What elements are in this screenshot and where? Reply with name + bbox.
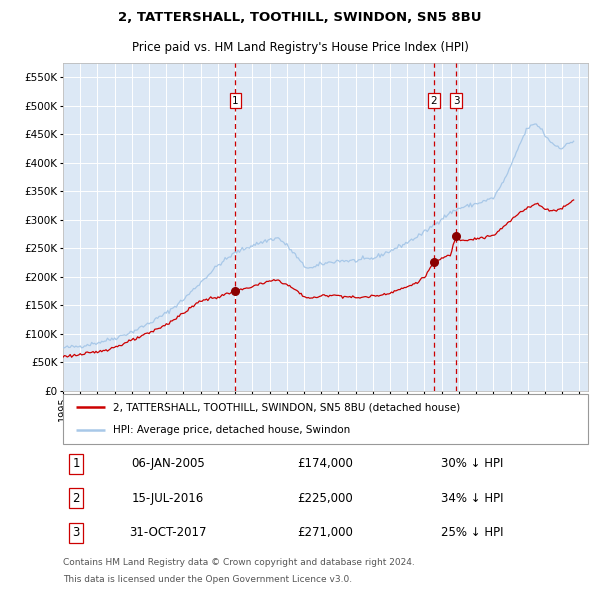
Text: 25% ↓ HPI: 25% ↓ HPI — [441, 526, 504, 539]
Text: 2, TATTERSHALL, TOOTHILL, SWINDON, SN5 8BU (detached house): 2, TATTERSHALL, TOOTHILL, SWINDON, SN5 8… — [113, 402, 460, 412]
Text: 06-JAN-2005: 06-JAN-2005 — [131, 457, 205, 470]
Text: Contains HM Land Registry data © Crown copyright and database right 2024.: Contains HM Land Registry data © Crown c… — [63, 558, 415, 567]
Text: 31-OCT-2017: 31-OCT-2017 — [129, 526, 207, 539]
Text: 1: 1 — [232, 96, 239, 106]
Text: 2, TATTERSHALL, TOOTHILL, SWINDON, SN5 8BU: 2, TATTERSHALL, TOOTHILL, SWINDON, SN5 8… — [118, 11, 482, 24]
Text: Price paid vs. HM Land Registry's House Price Index (HPI): Price paid vs. HM Land Registry's House … — [131, 41, 469, 54]
Text: 1: 1 — [73, 457, 80, 470]
Text: 34% ↓ HPI: 34% ↓ HPI — [441, 491, 504, 505]
Text: £174,000: £174,000 — [298, 457, 353, 470]
Text: 3: 3 — [452, 96, 460, 106]
Text: 3: 3 — [73, 526, 80, 539]
Text: 15-JUL-2016: 15-JUL-2016 — [132, 491, 204, 505]
Text: HPI: Average price, detached house, Swindon: HPI: Average price, detached house, Swin… — [113, 425, 350, 435]
Text: £271,000: £271,000 — [298, 526, 353, 539]
Text: 30% ↓ HPI: 30% ↓ HPI — [442, 457, 503, 470]
Text: 2: 2 — [430, 96, 437, 106]
Text: This data is licensed under the Open Government Licence v3.0.: This data is licensed under the Open Gov… — [63, 575, 352, 584]
FancyBboxPatch shape — [63, 394, 588, 444]
Text: 2: 2 — [73, 491, 80, 505]
Text: £225,000: £225,000 — [298, 491, 353, 505]
